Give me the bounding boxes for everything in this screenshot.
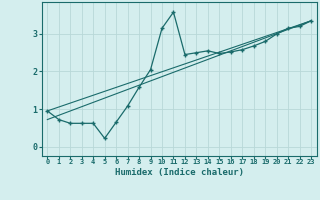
X-axis label: Humidex (Indice chaleur): Humidex (Indice chaleur) — [115, 168, 244, 177]
